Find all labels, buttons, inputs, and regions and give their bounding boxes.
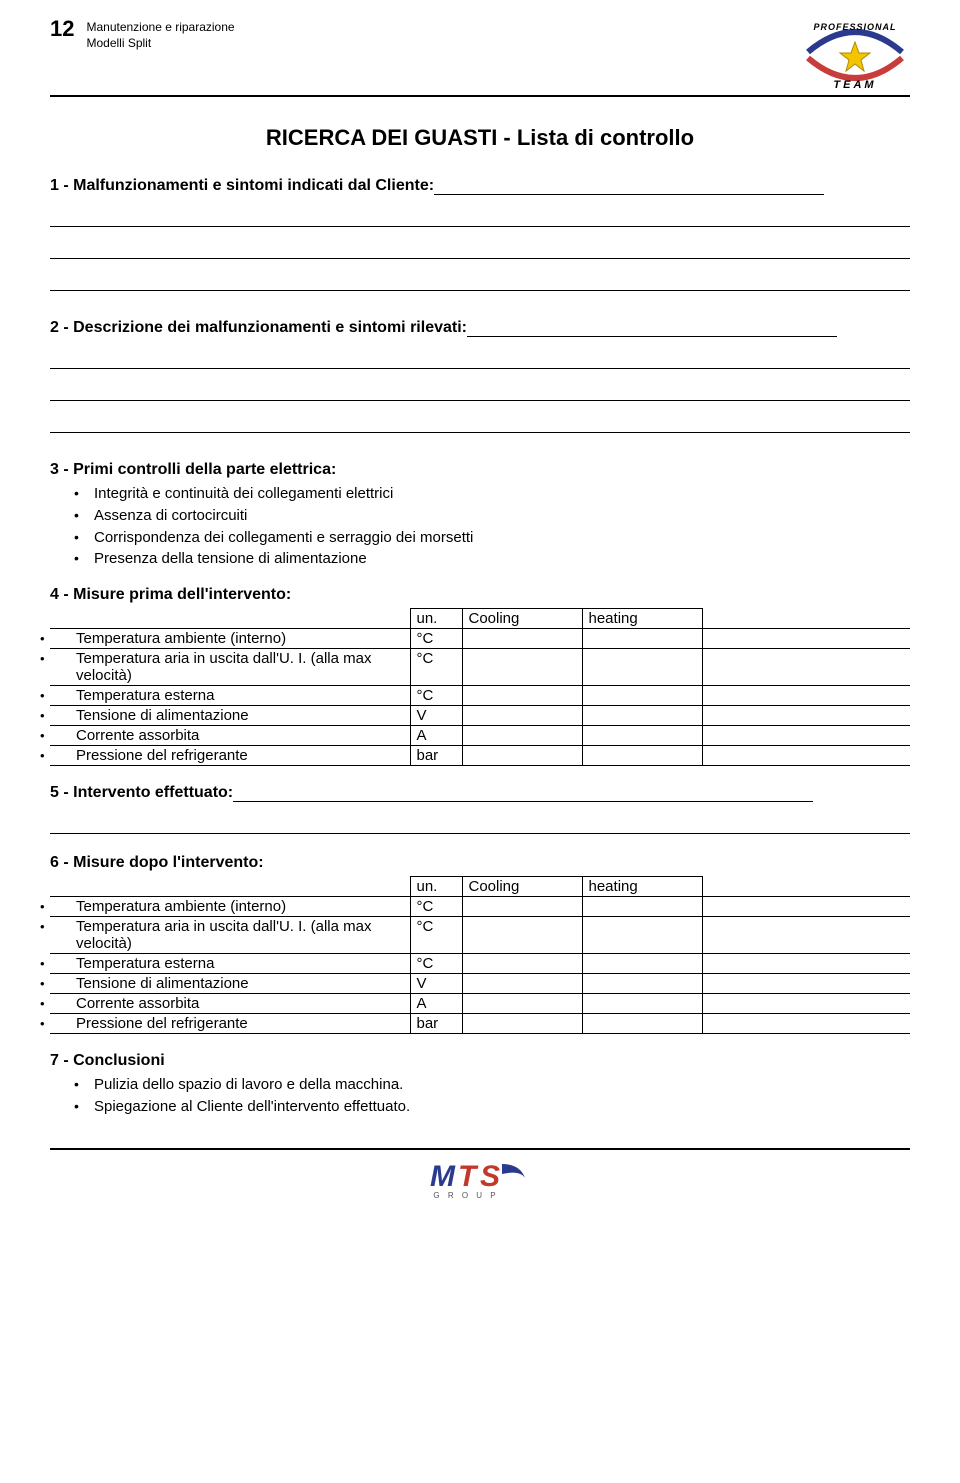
section-2-fill-line[interactable] xyxy=(50,379,910,401)
table-cell-blank[interactable] xyxy=(702,706,910,726)
list-item: Pulizia dello spazio di lavoro e della m… xyxy=(94,1074,910,1096)
table-row: Corrente assorbitaA xyxy=(50,726,910,746)
section-2-fill-inline[interactable] xyxy=(467,322,837,337)
list-item: Presenza della tensione di alimentazione xyxy=(94,548,910,570)
table-row: Temperatura ambiente (interno)°C xyxy=(50,897,910,917)
svg-text:TEAM: TEAM xyxy=(833,79,876,91)
table-row: Corrente assorbitaA xyxy=(50,994,910,1014)
table-cell-blank[interactable] xyxy=(702,726,910,746)
table-cell-cooling[interactable] xyxy=(462,649,582,686)
table-cell-heating[interactable] xyxy=(582,974,702,994)
section-1-fill-line[interactable] xyxy=(50,237,910,259)
table-cell-blank[interactable] xyxy=(702,609,910,629)
page-header: 12 Manutenzione e riparazione Modelli Sp… xyxy=(50,18,910,93)
section-5-fill-line[interactable] xyxy=(50,812,910,834)
table-head-cooling: Cooling xyxy=(462,609,582,629)
table-cell-heating[interactable] xyxy=(582,649,702,686)
table-cell-heating[interactable] xyxy=(582,897,702,917)
list-item: Integrità e continuità dei collegamenti … xyxy=(94,483,910,505)
section-7-label: 7 - Conclusioni xyxy=(50,1052,165,1069)
page-number: 12 xyxy=(50,18,74,40)
table-cell-blank[interactable] xyxy=(702,974,910,994)
section-1-fill-line[interactable] xyxy=(50,269,910,291)
table-cell-blank[interactable] xyxy=(702,746,910,766)
table-cell-cooling[interactable] xyxy=(462,897,582,917)
section-3-bullets: Integrità e continuità dei collegamenti … xyxy=(50,483,910,570)
table-row: Tensione di alimentazioneV xyxy=(50,706,910,726)
section-6-label: 6 - Misure dopo l'intervento: xyxy=(50,854,264,871)
table-head-unit: un. xyxy=(410,609,462,629)
table-row: Temperatura aria in uscita dall'U. I. (a… xyxy=(50,917,910,954)
table-cell-cooling[interactable] xyxy=(462,726,582,746)
svg-text:S: S xyxy=(480,1160,500,1193)
table-row: Temperatura ambiente (interno)°C xyxy=(50,629,910,649)
section-1-fill-inline[interactable] xyxy=(434,180,824,195)
svg-text:G R O U P: G R O U P xyxy=(433,1191,498,1200)
section-7-bullets: Pulizia dello spazio di lavoro e della m… xyxy=(50,1074,910,1118)
svg-text:PROFESSIONAL: PROFESSIONAL xyxy=(813,22,896,32)
page-title: RICERCA DEI GUASTI - Lista di controllo xyxy=(50,125,910,151)
table-cell-cooling[interactable] xyxy=(462,629,582,649)
table-cell-blank[interactable] xyxy=(702,877,910,897)
table-cell-blank[interactable] xyxy=(702,994,910,1014)
professional-team-logo: PROFESSIONAL TEAM xyxy=(800,18,910,93)
header-title-1: Manutenzione e riparazione xyxy=(86,20,234,36)
table-cell-cooling[interactable] xyxy=(462,974,582,994)
header-rule xyxy=(50,95,910,97)
table-row: Temperatura esterna°C xyxy=(50,686,910,706)
svg-text:M: M xyxy=(430,1160,456,1193)
table-cell-heating[interactable] xyxy=(582,686,702,706)
list-item: Corrispondenza dei collegamenti e serrag… xyxy=(94,527,910,549)
table-cell-heating[interactable] xyxy=(582,994,702,1014)
table-cell-cooling[interactable] xyxy=(462,746,582,766)
table-cell-cooling[interactable] xyxy=(462,1014,582,1034)
section-3-label: 3 - Primi controlli della parte elettric… xyxy=(50,461,336,478)
table-head-cooling: Cooling xyxy=(462,877,582,897)
table-cell-heating[interactable] xyxy=(582,706,702,726)
table-row: Pressione del refrigerantebar xyxy=(50,1014,910,1034)
section-2-fill-line[interactable] xyxy=(50,411,910,433)
table-head-heating: heating xyxy=(582,609,702,629)
table-cell-heating[interactable] xyxy=(582,746,702,766)
table-cell-cooling[interactable] xyxy=(462,994,582,1014)
table-cell-heating[interactable] xyxy=(582,954,702,974)
table-cell-cooling[interactable] xyxy=(462,686,582,706)
table-cell-blank[interactable] xyxy=(702,686,910,706)
table-row: Temperatura esterna°C xyxy=(50,954,910,974)
mts-group-logo: M T S G R O U P xyxy=(50,1156,910,1208)
table-cell-cooling[interactable] xyxy=(462,706,582,726)
table-cell-blank[interactable] xyxy=(702,917,910,954)
section-4-label: 4 - Misure prima dell'intervento: xyxy=(50,586,291,603)
table-cell-blank[interactable] xyxy=(702,629,910,649)
table-cell-heating[interactable] xyxy=(582,1014,702,1034)
table-cell-heating[interactable] xyxy=(582,917,702,954)
table-row: Pressione del refrigerantebar xyxy=(50,746,910,766)
table-row: Temperatura aria in uscita dall'U. I. (a… xyxy=(50,649,910,686)
table-cell-blank[interactable] xyxy=(702,649,910,686)
table-cell-heating[interactable] xyxy=(582,726,702,746)
footer-rule xyxy=(50,1148,910,1150)
measurements-after-table: un. Cooling heating Temperatura ambiente… xyxy=(50,876,910,1034)
list-item: Spiegazione al Cliente dell'intervento e… xyxy=(94,1096,910,1118)
table-cell-cooling[interactable] xyxy=(462,917,582,954)
table-cell-cooling[interactable] xyxy=(462,954,582,974)
table-cell-heating[interactable] xyxy=(582,629,702,649)
table-head-unit: un. xyxy=(410,877,462,897)
header-title-2: Modelli Split xyxy=(86,36,234,52)
measurements-before-table: un. Cooling heating Temperatura ambiente… xyxy=(50,608,910,766)
section-2-fill-line[interactable] xyxy=(50,347,910,369)
section-2-label: 2 - Descrizione dei malfunzionamenti e s… xyxy=(50,319,467,336)
table-row: Tensione di alimentazioneV xyxy=(50,974,910,994)
table-cell-blank[interactable] xyxy=(702,897,910,917)
table-cell-blank[interactable] xyxy=(702,1014,910,1034)
section-5-fill-inline[interactable] xyxy=(233,787,813,802)
list-item: Assenza di cortocircuiti xyxy=(94,505,910,527)
section-1-fill-line[interactable] xyxy=(50,205,910,227)
svg-text:T: T xyxy=(458,1160,479,1193)
table-cell-blank[interactable] xyxy=(702,954,910,974)
section-1-label: 1 - Malfunzionamenti e sintomi indicati … xyxy=(50,177,434,194)
table-head-heating: heating xyxy=(582,877,702,897)
section-5-label: 5 - Intervento effettuato: xyxy=(50,784,233,801)
